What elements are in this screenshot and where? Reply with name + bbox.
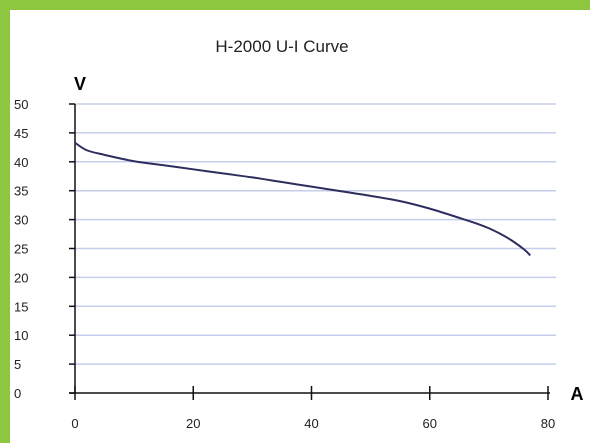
- chart-title: H-2000 U-I Curve: [215, 37, 348, 56]
- y-tick-label: 15: [14, 299, 28, 314]
- y-tick-label: 20: [14, 270, 28, 285]
- y-axis-label: V: [74, 74, 86, 94]
- uv-curve-chart: H-2000 U-I Curve 0 5 10 15 20 25 30 35 40 45 50 0 2…: [14, 37, 584, 431]
- x-tick-label: 80: [541, 416, 555, 431]
- y-tick-label: 5: [14, 357, 21, 372]
- x-axis-label: A: [571, 384, 584, 404]
- y-tick-label: 35: [14, 184, 28, 199]
- y-tick-label: 30: [14, 213, 28, 228]
- series-line: [74, 141, 531, 257]
- x-tick-label: 0: [71, 416, 78, 431]
- x-axis-ticks: 0 20 40 60 80: [71, 386, 555, 431]
- y-tick-label: 50: [14, 97, 28, 112]
- gridlines: [75, 103, 556, 365]
- x-tick-label: 20: [186, 416, 200, 431]
- chart-panel: H-2000 U-I Curve 0 5 10 15 20 25 30 35 40 45 50 0 2…: [10, 10, 590, 443]
- x-tick-label: 40: [304, 416, 318, 431]
- y-tick-label: 0: [14, 386, 21, 401]
- y-tick-label: 10: [14, 328, 28, 343]
- y-axis-ticks: 0 5 10 15 20 25 30 35 40 45 50: [14, 97, 75, 401]
- x-tick-label: 60: [423, 416, 437, 431]
- y-tick-label: 40: [14, 155, 28, 170]
- y-tick-label: 25: [14, 242, 28, 257]
- y-tick-label: 45: [14, 126, 28, 141]
